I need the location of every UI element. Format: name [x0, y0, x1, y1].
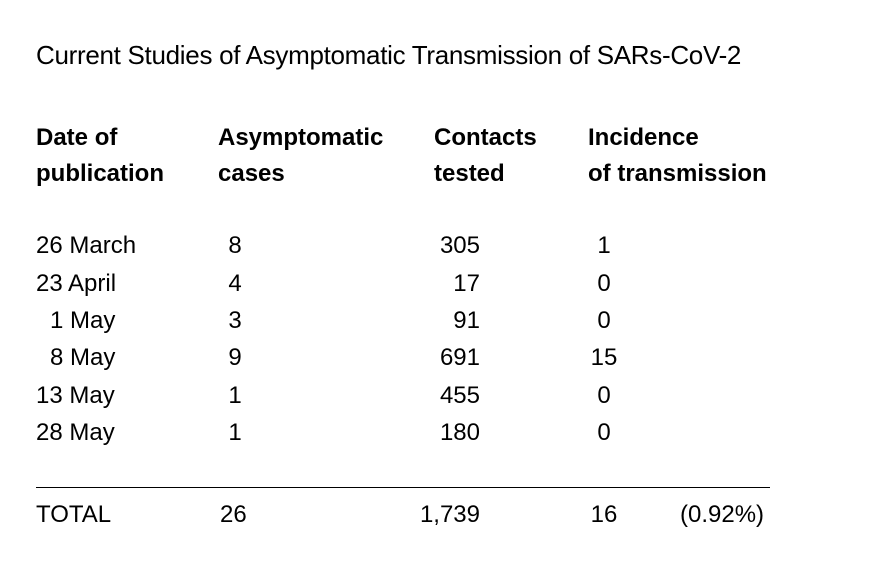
- header-contacts-line2: tested: [434, 160, 505, 187]
- total-divider: [36, 487, 770, 488]
- header-contacts-line1: Contacts: [434, 124, 537, 151]
- cell-asymptomatic: 1: [228, 419, 242, 446]
- cell-asymptomatic: 8: [228, 232, 242, 259]
- header-contacts: Contacts tested: [434, 120, 537, 192]
- cell-date: 13 May: [36, 382, 115, 409]
- total-asymptomatic: 26: [220, 501, 247, 528]
- header-incidence-line1: Incidence: [588, 124, 699, 151]
- page-title: Current Studies of Asymptomatic Transmis…: [36, 40, 742, 70]
- header-asymptomatic: Asymptomatic cases: [218, 120, 383, 192]
- table-row: 13 May 1 455 0: [0, 377, 884, 415]
- total-percent: (0.92%): [680, 501, 765, 528]
- cell-contacts: 91: [453, 307, 480, 334]
- cell-contacts: 305: [439, 232, 480, 259]
- table-row: 8 May 9 691 15: [0, 339, 884, 377]
- cell-date: 28 May: [36, 419, 115, 446]
- cell-incidence: 15: [590, 344, 618, 371]
- cell-date: 26 March: [36, 232, 137, 259]
- total-incidence: 16: [590, 501, 618, 528]
- cell-asymptomatic: 9: [228, 344, 242, 371]
- header-asymptomatic-line1: Asymptomatic: [218, 124, 384, 151]
- total-label: TOTAL: [36, 501, 112, 528]
- cell-asymptomatic: 4: [228, 270, 242, 297]
- cell-contacts: 691: [439, 344, 480, 371]
- cell-incidence: 0: [597, 270, 611, 297]
- cell-date: 1 May: [50, 307, 116, 334]
- table-row: 26 March 8 305 1: [0, 227, 884, 265]
- cell-incidence: 1: [597, 232, 611, 259]
- cell-asymptomatic: 3: [228, 307, 242, 334]
- header-incidence-line2: of transmission: [588, 160, 767, 187]
- cell-asymptomatic: 1: [228, 382, 242, 409]
- total-row: TOTAL 26 1,739 16 (0.92%): [0, 496, 884, 534]
- header-incidence: Incidence of transmission: [588, 120, 767, 192]
- table-row: 23 April 4 17 0: [0, 265, 884, 303]
- total-contacts: 1,739: [419, 501, 480, 528]
- cell-contacts: 17: [453, 270, 480, 297]
- header-date: Date of publication: [36, 120, 164, 192]
- table-row: 1 May 3 91 0: [0, 302, 884, 340]
- table-row: 28 May 1 180 0: [0, 414, 884, 452]
- header-asymptomatic-line2: cases: [218, 160, 285, 187]
- cell-incidence: 0: [597, 382, 611, 409]
- cell-contacts: 180: [439, 419, 480, 446]
- cell-incidence: 0: [597, 307, 611, 334]
- cell-date: 8 May: [50, 344, 116, 371]
- cell-incidence: 0: [597, 419, 611, 446]
- header-date-line2: publication: [36, 160, 164, 187]
- cell-contacts: 455: [439, 382, 480, 409]
- cell-date: 23 April: [36, 270, 117, 297]
- header-date-line1: Date of: [36, 124, 118, 151]
